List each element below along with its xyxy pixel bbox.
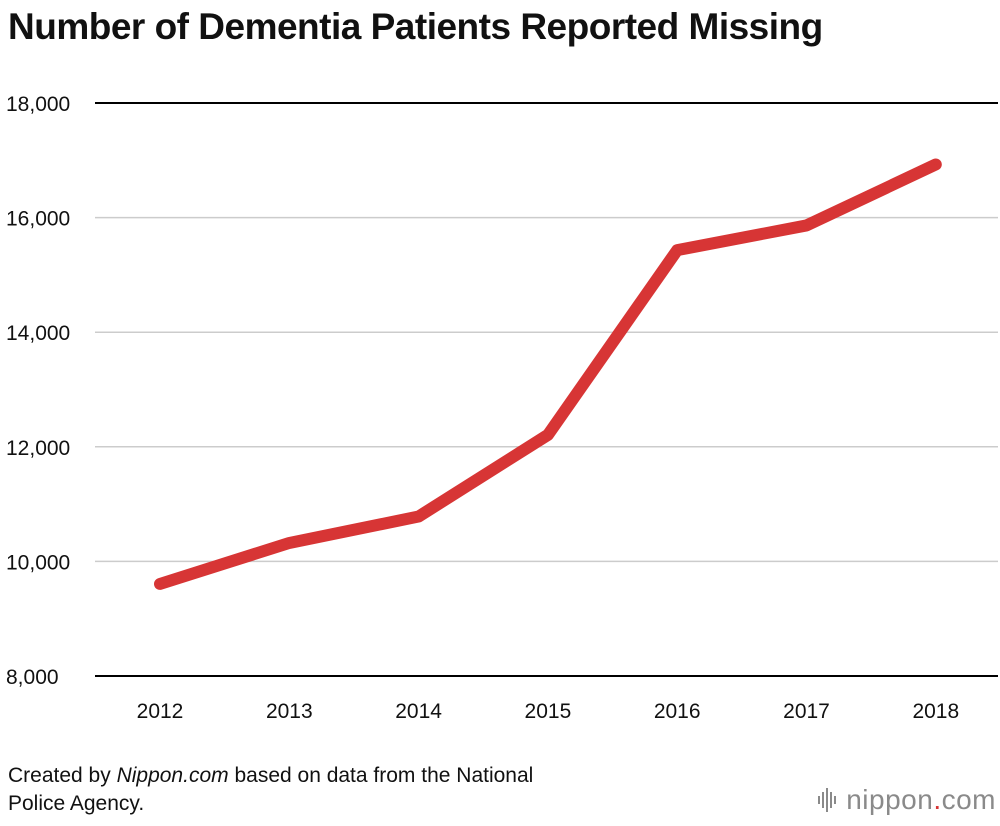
data-point bbox=[676, 249, 679, 252]
y-tick-label: 8,000 bbox=[6, 666, 59, 689]
y-tick-label: 16,000 bbox=[6, 208, 70, 231]
y-tick-label: 18,000 bbox=[6, 93, 70, 116]
data-point bbox=[805, 224, 808, 227]
source-line2: Police Agency. bbox=[8, 792, 145, 815]
y-tick-label: 14,000 bbox=[6, 322, 70, 345]
source-site: Nippon.com bbox=[116, 764, 229, 787]
data-point bbox=[934, 163, 937, 166]
x-tick-label: 2018 bbox=[912, 700, 959, 723]
brand-tld: com bbox=[941, 784, 996, 815]
x-tick-label: 2015 bbox=[525, 700, 572, 723]
x-tick-label: 2016 bbox=[654, 700, 701, 723]
source-suffix: based on data from the National bbox=[228, 764, 534, 787]
nippon-logo: nippon. com bbox=[818, 784, 996, 816]
x-tick-label: 2012 bbox=[137, 700, 184, 723]
series-line bbox=[154, 158, 942, 590]
sound-wave-icon bbox=[818, 788, 837, 812]
y-tick-label: 10,000 bbox=[6, 551, 70, 574]
data-point bbox=[288, 541, 291, 544]
x-tick-label: 2014 bbox=[395, 700, 442, 723]
data-point bbox=[417, 515, 420, 518]
line-chart: 8,000 10,000 12,000 14,000 16,000 18,000 2012 2… bbox=[6, 93, 998, 723]
data-point bbox=[159, 582, 161, 585]
y-tick-label: 12,000 bbox=[6, 437, 70, 460]
brand-dot: . bbox=[933, 784, 942, 815]
brand-name: nippon bbox=[846, 784, 934, 815]
x-tick-label: 2017 bbox=[783, 700, 830, 723]
x-tick-label: 2013 bbox=[266, 700, 313, 723]
data-point bbox=[546, 433, 549, 436]
source-prefix: Created by bbox=[8, 764, 117, 787]
chart-title: Number of Dementia Patients Reported Mis… bbox=[8, 6, 823, 47]
source-note: Created by Nippon.com based on data from… bbox=[8, 762, 533, 818]
